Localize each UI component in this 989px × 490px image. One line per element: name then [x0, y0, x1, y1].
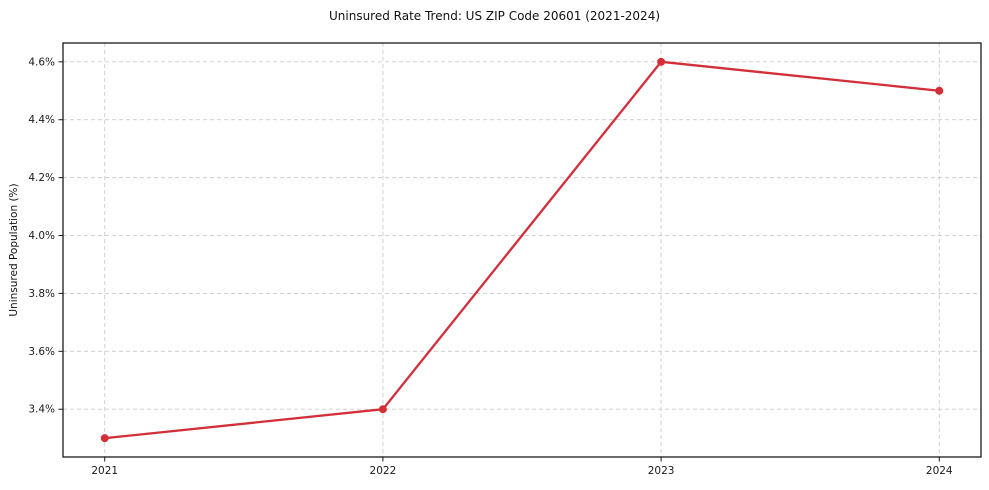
trend-line: [103, 60, 941, 440]
plot-border: [62, 42, 982, 458]
y-tick-label: 4.2%: [28, 172, 55, 184]
y-tick-label: 3.4%: [28, 404, 55, 416]
data-point[interactable]: [100, 434, 109, 443]
x-tick-label: 2021: [91, 465, 118, 477]
y-tick-label: 4.6%: [28, 56, 55, 68]
y-tick-label: 3.8%: [28, 288, 55, 300]
data-point[interactable]: [935, 86, 944, 95]
y-tick-label: 4.0%: [28, 230, 55, 242]
x-tick-label: 2023: [648, 465, 675, 477]
data-point[interactable]: [378, 405, 387, 414]
chart-title: Uninsured Rate Trend: US ZIP Code 20601 …: [328, 9, 661, 23]
y-tick-label: 3.6%: [28, 346, 55, 358]
x-tick-label: 2022: [370, 465, 397, 477]
data-point[interactable]: [657, 57, 666, 66]
y-tick-label: 4.4%: [28, 114, 55, 126]
x-tick-label: 2024: [926, 465, 953, 477]
